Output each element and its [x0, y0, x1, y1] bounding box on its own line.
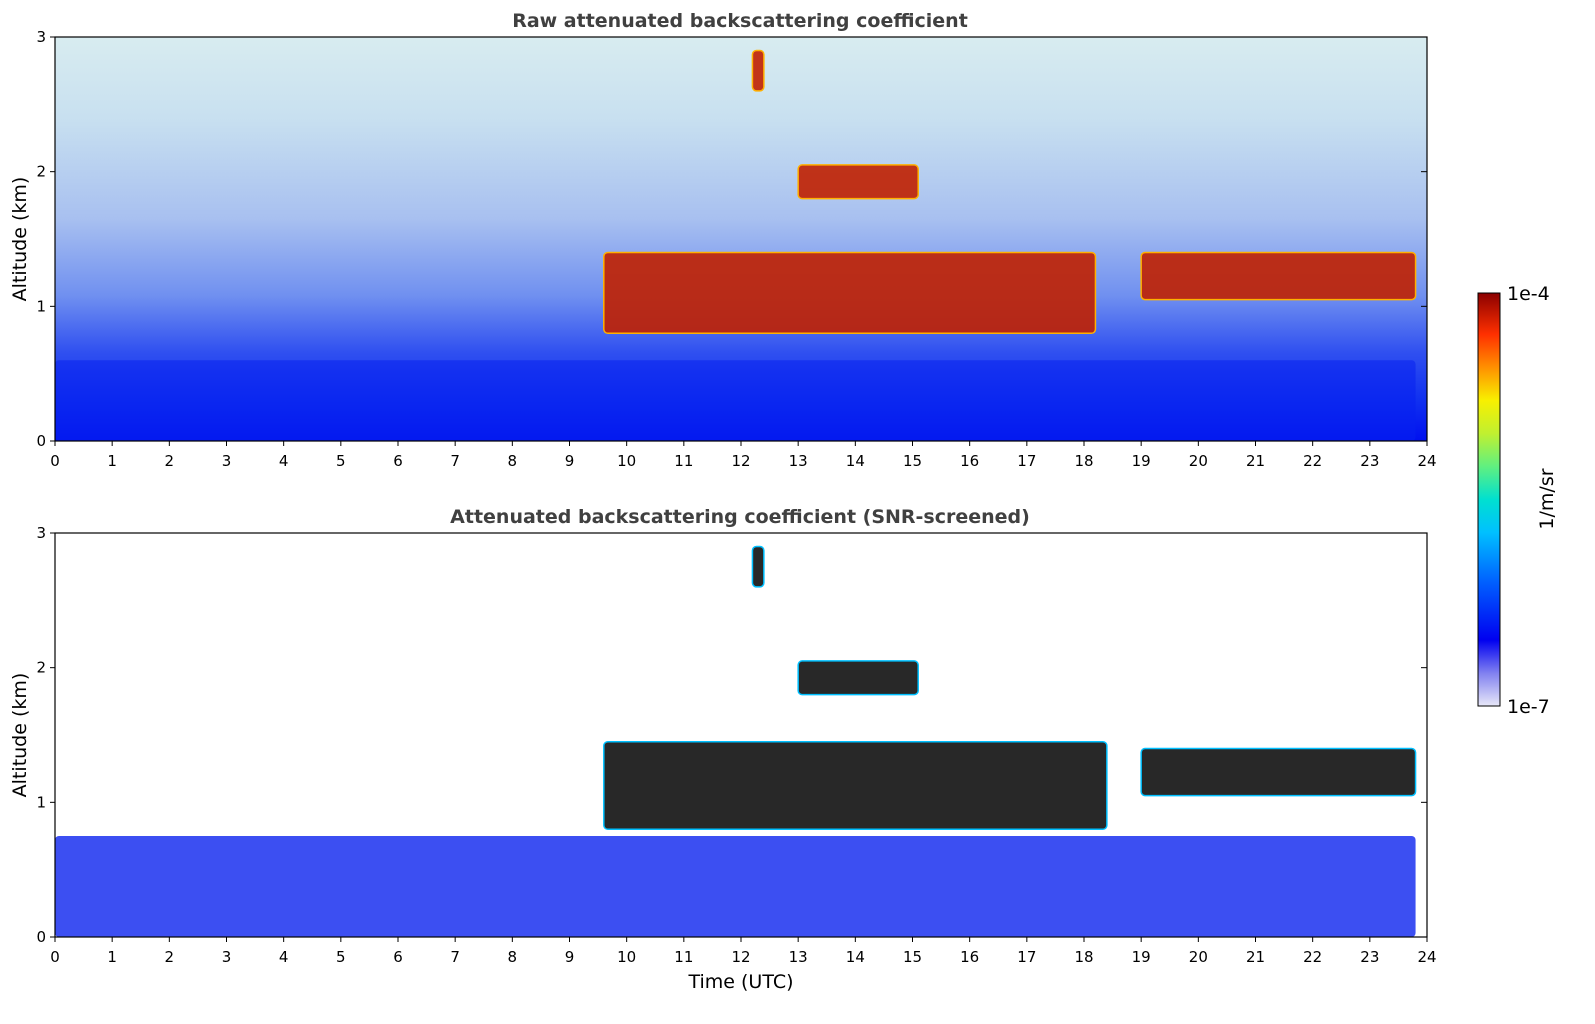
- x-tick-label: 2: [165, 452, 175, 470]
- x-tick-label: 16: [960, 452, 979, 470]
- feature-edge: [1140, 747, 1417, 797]
- y-tick-label: 1: [36, 793, 46, 811]
- x-tick-label: 15: [903, 452, 922, 470]
- x-tick-label: 23: [1360, 948, 1379, 966]
- panel-raw-y-label: Altitude (km): [9, 177, 31, 302]
- x-tick-label: 8: [508, 452, 518, 470]
- y-tick-label: 0: [36, 432, 46, 450]
- panel-raw-y-axis: 0 1 2 3: [36, 28, 1427, 450]
- x-tick-label: 24: [1417, 452, 1436, 470]
- x-tick-label: 19: [1132, 948, 1151, 966]
- x-tick-label: 7: [450, 452, 460, 470]
- x-tick-label: 9: [565, 948, 575, 966]
- colorbar-min-label: 1e-7: [1507, 696, 1550, 718]
- x-tick-label: 20: [1189, 948, 1208, 966]
- panel-raw-title: Raw attenuated backscattering coefficien…: [512, 10, 968, 32]
- feature-edge: [797, 164, 919, 200]
- x-tick-label: 6: [393, 452, 403, 470]
- y-tick-label: 3: [36, 28, 46, 46]
- feature-edge: [1140, 251, 1417, 301]
- feature-stratocumulus-band: [1141, 748, 1416, 796]
- x-tick-label: 11: [674, 948, 693, 966]
- x-tick-label: 23: [1360, 452, 1379, 470]
- x-tick-label: 14: [846, 948, 865, 966]
- feature-high-cloud: [752, 546, 764, 587]
- x-tick-label: 13: [789, 948, 808, 966]
- x-tick-label: 13: [789, 452, 808, 470]
- y-tick-label: 3: [36, 524, 46, 542]
- x-tick-label: 12: [731, 452, 750, 470]
- x-tick-label: 20: [1189, 452, 1208, 470]
- x-tick-label: 5: [336, 948, 346, 966]
- panel-raw-x-axis: 0 1 2 3 4 5 6 7 8 9 10 11 12 13 14 15 16 17 18 19 20 21 22 23 24: [50, 441, 1437, 470]
- feature-mid-level-cloud: [798, 660, 919, 695]
- x-tick-label: 12: [731, 948, 750, 966]
- x-axis-label: Time (UTC): [687, 971, 793, 993]
- x-tick-label: 22: [1303, 452, 1322, 470]
- x-tick-label: 1: [107, 948, 117, 966]
- y-tick-label: 0: [36, 928, 46, 946]
- x-tick-label: 24: [1417, 948, 1436, 966]
- y-tick-label: 1: [36, 297, 46, 315]
- feature-boundary-layer-cloud: [603, 252, 1096, 334]
- panel-screened-features: [55, 545, 1417, 937]
- x-tick-label: 10: [617, 452, 636, 470]
- panel-screened-x-axis: 0 1 2 3 4 5 6 7 8 9 10 11 12 13 14 15 16 17 18 19 20 21 22 23 24: [50, 937, 1437, 966]
- colorbar-scale: [1477, 292, 1501, 707]
- x-tick-label: 11: [674, 452, 693, 470]
- feature-edge: [603, 251, 1097, 335]
- feature-edge: [751, 49, 765, 92]
- feature-edge: [797, 660, 919, 696]
- x-tick-label: 18: [1074, 948, 1093, 966]
- feature-surface-aerosol-layer: [55, 836, 1416, 937]
- colorbar-max-label: 1e-4: [1507, 283, 1550, 305]
- panel-screened: Attenuated backscattering coefficient (S…: [9, 506, 1437, 993]
- panel-raw: Raw attenuated backscattering coefficien…: [9, 10, 1437, 470]
- panel-raw-features: [55, 49, 1417, 441]
- feature-edge: [751, 545, 765, 588]
- panel-screened-title: Attenuated backscattering coefficient (S…: [450, 506, 1030, 528]
- x-tick-label: 10: [617, 948, 636, 966]
- y-tick-label: 2: [36, 659, 46, 677]
- x-tick-label: 1: [107, 452, 117, 470]
- x-tick-label: 16: [960, 948, 979, 966]
- x-tick-label: 5: [336, 452, 346, 470]
- x-tick-label: 21: [1246, 452, 1265, 470]
- x-tick-label: 19: [1132, 452, 1151, 470]
- x-tick-label: 4: [279, 948, 289, 966]
- y-tick-label: 2: [36, 163, 46, 181]
- colorbar: 1e-4 1e-7 1/m/sr: [1477, 283, 1558, 718]
- x-tick-label: 18: [1074, 452, 1093, 470]
- x-tick-label: 7: [450, 948, 460, 966]
- x-tick-label: 3: [222, 452, 232, 470]
- x-tick-label: 14: [846, 452, 865, 470]
- x-tick-label: 0: [50, 452, 60, 470]
- feature-mid-level-cloud: [798, 164, 919, 199]
- x-tick-label: 4: [279, 452, 289, 470]
- x-tick-label: 8: [508, 948, 518, 966]
- x-tick-label: 2: [165, 948, 175, 966]
- feature-stratocumulus-band: [1141, 252, 1416, 300]
- x-tick-label: 17: [1017, 948, 1036, 966]
- x-tick-label: 6: [393, 948, 403, 966]
- x-tick-label: 22: [1303, 948, 1322, 966]
- colorbar-unit-label: 1/m/sr: [1536, 468, 1558, 529]
- x-tick-label: 15: [903, 948, 922, 966]
- x-tick-label: 9: [565, 452, 575, 470]
- x-tick-label: 3: [222, 948, 232, 966]
- feature-boundary-layer-cloud: [603, 741, 1107, 830]
- feature-edge: [603, 740, 1108, 831]
- x-tick-label: 21: [1246, 948, 1265, 966]
- panel-screened-y-axis: 0 1 2 3: [36, 524, 1427, 946]
- feature-high-cloud: [752, 50, 764, 91]
- x-tick-label: 17: [1017, 452, 1036, 470]
- panel-screened-y-label: Altitude (km): [9, 673, 31, 798]
- feature-surface-aerosol-layer: [55, 360, 1416, 441]
- x-tick-label: 0: [50, 948, 60, 966]
